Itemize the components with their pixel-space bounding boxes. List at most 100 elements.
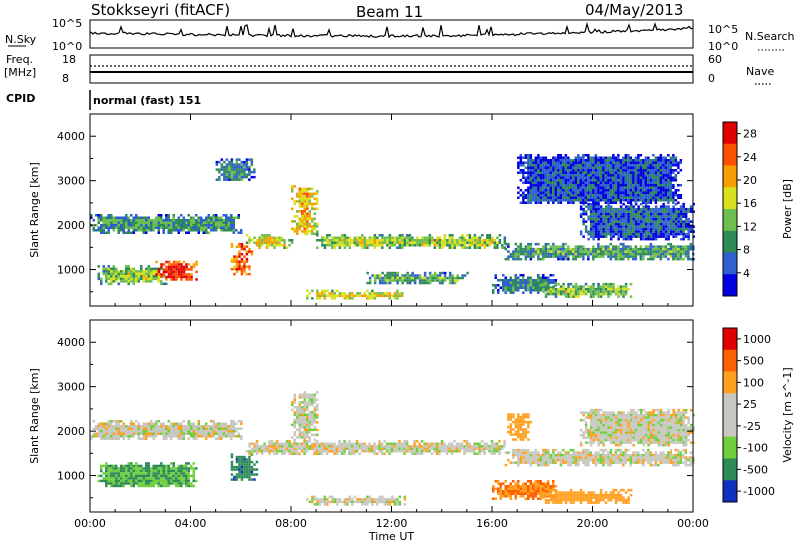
velocity-colorbar-segment [723, 328, 737, 351]
xtick-label: 04:00 [175, 517, 207, 530]
noise-left-tick-top: 10^5 [52, 17, 82, 30]
velocity-colorbar-segment [723, 393, 737, 416]
velocity-region [245, 440, 506, 455]
velocity-region [291, 391, 319, 442]
velocity-colorbar-tick-label: 100 [743, 376, 764, 389]
power-region [542, 282, 633, 298]
velocity-colorbar-segment [723, 371, 737, 394]
power-ylabel: Slant Range [km] [28, 162, 41, 258]
velocity-colorbar-tick-label: 500 [743, 355, 764, 368]
velocity-ytick-label: 1000 [57, 470, 85, 483]
velocity-colorbar: 1000 500 100 25 -25 -100 -500 -1000 Velocity [m … [722, 327, 794, 503]
power-colorbar-tick-label: 4 [743, 267, 750, 280]
freq-label-line2: [MHz] [4, 66, 36, 79]
velocity-region [492, 480, 557, 500]
nave-label: Nave [746, 65, 774, 78]
freq-label-line1: Freq. [6, 53, 33, 66]
power-colorbar-tick-label: 12 [743, 220, 757, 233]
velocity-colorbar-frame [722, 327, 738, 503]
velocity-colorbar-tick-label: -25 [743, 420, 761, 433]
velocity-colorbar-segment [723, 415, 737, 438]
velocity-ytick-label: 2000 [57, 425, 85, 438]
power-region [291, 185, 319, 236]
power-region [306, 289, 404, 300]
nave-tick-top: 60 [708, 53, 722, 66]
xlabel: Time UT [368, 530, 414, 543]
cpid-value: normal (fast) 151 [93, 94, 201, 107]
noise-panel: N.Sky 10^5 10^0 10^5 10^0 N.Search [5, 17, 795, 53]
date-label: 04/May/2013 [585, 1, 683, 19]
velocity-region [542, 488, 633, 504]
nave-tick-bottom: 0 [708, 72, 715, 85]
power-colorbar-label: Power [dB] [781, 179, 794, 239]
power-colorbar-tick-label: 20 [743, 174, 757, 187]
power-region [517, 154, 683, 204]
velocity-ylabel: Slant Range [km] [28, 368, 41, 464]
power-colorbar-segment [723, 230, 737, 253]
power-colorbar-segment [723, 209, 737, 232]
power-region [492, 274, 557, 294]
freq-panel: Freq. [MHz] 18 8 60 0 Nave [4, 53, 774, 85]
velocity-colorbar-label: Velocity [m s^-1] [781, 367, 794, 462]
power-colorbar-tick-label: 28 [743, 128, 757, 141]
velocity-colorbar-tick-label: 25 [743, 398, 757, 411]
velocity-ytick-label: 4000 [57, 336, 85, 349]
cpid-label: CPID [6, 92, 35, 105]
freq-tick-bottom: 8 [62, 72, 69, 85]
velocity-region [90, 420, 243, 440]
power-colorbar-tick-label: 16 [743, 197, 757, 210]
power-region [366, 271, 469, 285]
freq-panel-frame [89, 54, 694, 84]
power-ytick-label: 4000 [57, 130, 85, 143]
power-region [245, 234, 294, 249]
power-colorbar-tick-label: 24 [743, 151, 757, 164]
power-colorbar-segment [723, 143, 737, 166]
velocity-region [97, 462, 198, 488]
power-region [230, 242, 254, 276]
power-colorbar-frame [722, 121, 738, 297]
power-region [155, 260, 198, 281]
xtick-label: 00:00 [74, 517, 106, 530]
velocity-data-cells [90, 391, 695, 506]
power-colorbar: 4 8 12 16 20 24 28 Power [dB] [722, 121, 794, 297]
velocity-ytick-label: 3000 [57, 381, 85, 394]
power-region [316, 234, 507, 249]
velocity-colorbar-tick-label: -500 [743, 463, 768, 476]
velocity-colorbar-tick-label: -100 [743, 442, 768, 455]
velocity-region [230, 453, 259, 481]
power-colorbar-segment [723, 252, 737, 275]
xtick-label: 16:00 [476, 517, 508, 530]
beam-label: Beam 11 [356, 3, 423, 21]
xtick-label: 12:00 [376, 517, 408, 530]
power-ytick-label: 2000 [57, 219, 85, 232]
power-region [579, 202, 695, 241]
power-colorbar-segment [723, 274, 737, 297]
xtick-label: 08:00 [275, 517, 307, 530]
velocity-region [306, 495, 407, 506]
freq-tick-top: 18 [62, 53, 76, 66]
noise-right-label: N.Search [745, 30, 795, 43]
noise-trace [89, 21, 694, 39]
velocity-region [579, 408, 695, 447]
power-region [504, 242, 695, 261]
power-region [215, 158, 256, 181]
noise-right-tick-top: 10^5 [708, 23, 738, 36]
power-region [90, 214, 243, 234]
power-ytick-label: 3000 [57, 175, 85, 188]
noise-right-tick-bottom: 10^0 [708, 40, 738, 53]
power-colorbar-tick-label: 8 [743, 244, 750, 257]
velocity-region [504, 448, 695, 467]
power-colorbar-segment [723, 165, 737, 188]
power-colorbar-segment [723, 187, 737, 210]
velocity-colorbar-tick-label: -1000 [743, 485, 775, 498]
plot-title: Stokkseyri (fitACF) [91, 1, 230, 19]
power-region [97, 265, 168, 286]
time-axis: 00:00 04:00 08:00 12:00 16:00 20:00 00:00 Time … [74, 114, 709, 543]
power-colorbar-segment [723, 122, 737, 145]
xtick-label: 20:00 [577, 517, 609, 530]
power-ytick-label: 1000 [57, 264, 85, 277]
velocity-colorbar-segment [723, 458, 737, 481]
velocity-colorbar-segment [723, 436, 737, 459]
